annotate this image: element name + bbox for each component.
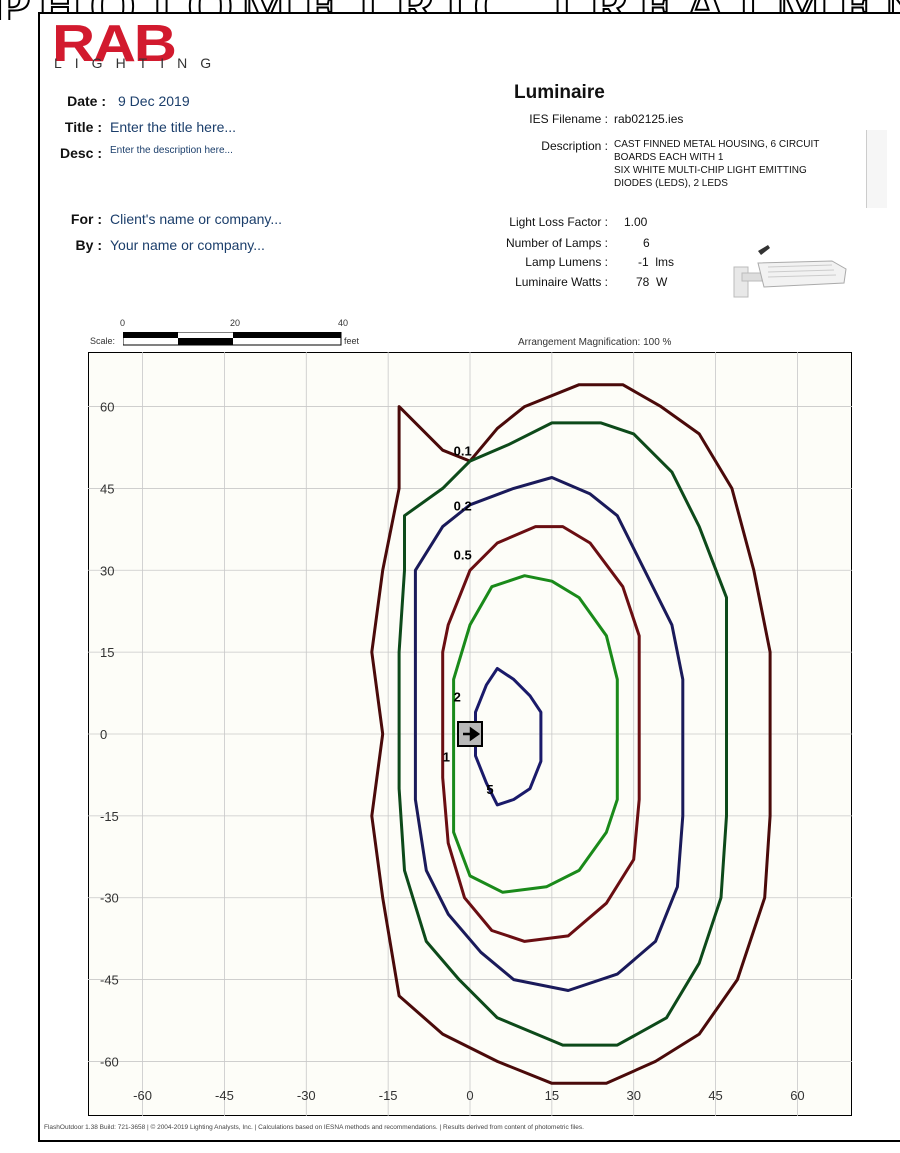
luminaire-heading: Luminaire bbox=[514, 82, 605, 103]
isoline-1 bbox=[441, 525, 641, 943]
contour-chart: -60 -45 -30 -15 0 15 30 45 60604530150-15-30-45-… bbox=[88, 352, 852, 1116]
lamps-value: 6 bbox=[643, 236, 650, 250]
x-tick-label: -45 bbox=[215, 1088, 234, 1103]
watts-label: Luminaire Watts : bbox=[515, 275, 608, 289]
x-tick-label: 45 bbox=[708, 1088, 722, 1103]
y-tick-label: 45 bbox=[100, 481, 114, 496]
y-tick-label: -60 bbox=[100, 1054, 119, 1069]
desc-label: Desc : bbox=[59, 145, 102, 161]
isoline-label: 0.2 bbox=[454, 498, 472, 513]
isoline-label: 5 bbox=[486, 782, 493, 797]
y-tick-label: 0 bbox=[100, 727, 107, 742]
x-tick-label: 30 bbox=[626, 1088, 640, 1103]
isoline-2 bbox=[452, 574, 619, 894]
isoline-label: 0.5 bbox=[454, 547, 472, 562]
x-tick-label: 0 bbox=[466, 1088, 473, 1103]
ies-filename-label: IES Filename : bbox=[529, 112, 608, 126]
title-value[interactable]: Enter the title here... bbox=[110, 119, 237, 135]
y-tick-label: -30 bbox=[100, 891, 119, 906]
scale-unit: feet bbox=[344, 336, 360, 346]
luminaire-fixture-image bbox=[733, 245, 847, 298]
scale-tick-label: 0 bbox=[120, 318, 126, 328]
isoline-label: 1 bbox=[443, 749, 450, 764]
luminaire-arrow-icon bbox=[463, 726, 481, 742]
description-line: CAST FINNED METAL HOUSING, 6 CIRCUIT bbox=[614, 139, 820, 150]
lumens-value: -1 lms bbox=[638, 255, 674, 269]
y-tick-label: 15 bbox=[100, 645, 114, 660]
lumens-label: Lamp Lumens : bbox=[525, 255, 608, 269]
isoline-label: 2 bbox=[454, 689, 461, 704]
scale-bar: 0 20 40 Scale: feet bbox=[90, 318, 390, 348]
llf-label: Light Loss Factor : bbox=[509, 215, 608, 229]
footer-text: FlashOutdoor 1.38 Build: 721-3658 | © 20… bbox=[44, 1124, 584, 1131]
magnification-label: Arrangement Magnification: bbox=[518, 337, 641, 348]
scale-tick-label: 20 bbox=[230, 318, 241, 328]
description-line: SIX WHITE MULTI-CHIP LIGHT EMITTING bbox=[614, 165, 807, 176]
x-tick-label: 15 bbox=[545, 1088, 559, 1103]
llf-value: 1.00 bbox=[624, 215, 648, 229]
x-tick-label: -15 bbox=[379, 1088, 398, 1103]
description-line: DIODES (LEDS), 2 LEDS bbox=[614, 178, 728, 189]
y-tick-label: 30 bbox=[100, 563, 114, 578]
isoline-0-5 bbox=[413, 476, 685, 992]
brand-logo-subtitle: LIGHTING bbox=[54, 55, 225, 71]
scale-tick-label: 40 bbox=[338, 318, 349, 328]
isoline-0-1 bbox=[370, 383, 772, 1085]
by-label: By : bbox=[75, 237, 102, 253]
x-tick-label: 60 bbox=[790, 1088, 804, 1103]
isoline-0-2 bbox=[397, 421, 728, 1047]
for-label: For : bbox=[70, 211, 102, 227]
isoline-label: 0.1 bbox=[454, 444, 472, 459]
magnification-value: 100 % bbox=[643, 337, 672, 348]
title-label: Title : bbox=[64, 119, 102, 135]
magnification-readout: Arrangement Magnification: 100 % bbox=[518, 337, 671, 348]
y-tick-label: 60 bbox=[100, 400, 114, 415]
description-label: Description : bbox=[541, 139, 608, 153]
lamps-label: Number of Lamps : bbox=[505, 236, 608, 250]
x-tick-label: -60 bbox=[133, 1088, 152, 1103]
description-value: CAST FINNED METAL HOUSING, 6 CIRCUIT BOA… bbox=[614, 138, 854, 190]
date-value: 9 Dec 2019 bbox=[118, 93, 190, 109]
y-tick-label: -45 bbox=[100, 973, 119, 988]
for-value[interactable]: Client's name or company... bbox=[110, 211, 283, 227]
desc-value[interactable]: Enter the description here... bbox=[110, 145, 233, 156]
photometric-plot: -60 -45 -30 -15 0 15 30 45 60 60 45 30 15 0 -15 -30 -45-… bbox=[88, 352, 852, 1121]
brand-logo: RAB bbox=[52, 15, 177, 73]
watts-value: 78 W bbox=[636, 275, 668, 289]
x-tick-label: -30 bbox=[297, 1088, 316, 1103]
scale-ruler bbox=[123, 332, 342, 346]
description-line: BOARDS EACH WITH 1 bbox=[614, 152, 724, 163]
date-label: Date : bbox=[67, 93, 106, 109]
isoline-5 bbox=[474, 667, 543, 807]
y-tick-label: -15 bbox=[100, 809, 119, 824]
by-value[interactable]: Your name or company... bbox=[110, 237, 265, 253]
description-scrollbar[interactable] bbox=[866, 130, 887, 208]
ies-filename-value: rab02125.ies bbox=[614, 112, 684, 126]
scale-label: Scale: bbox=[90, 336, 116, 346]
